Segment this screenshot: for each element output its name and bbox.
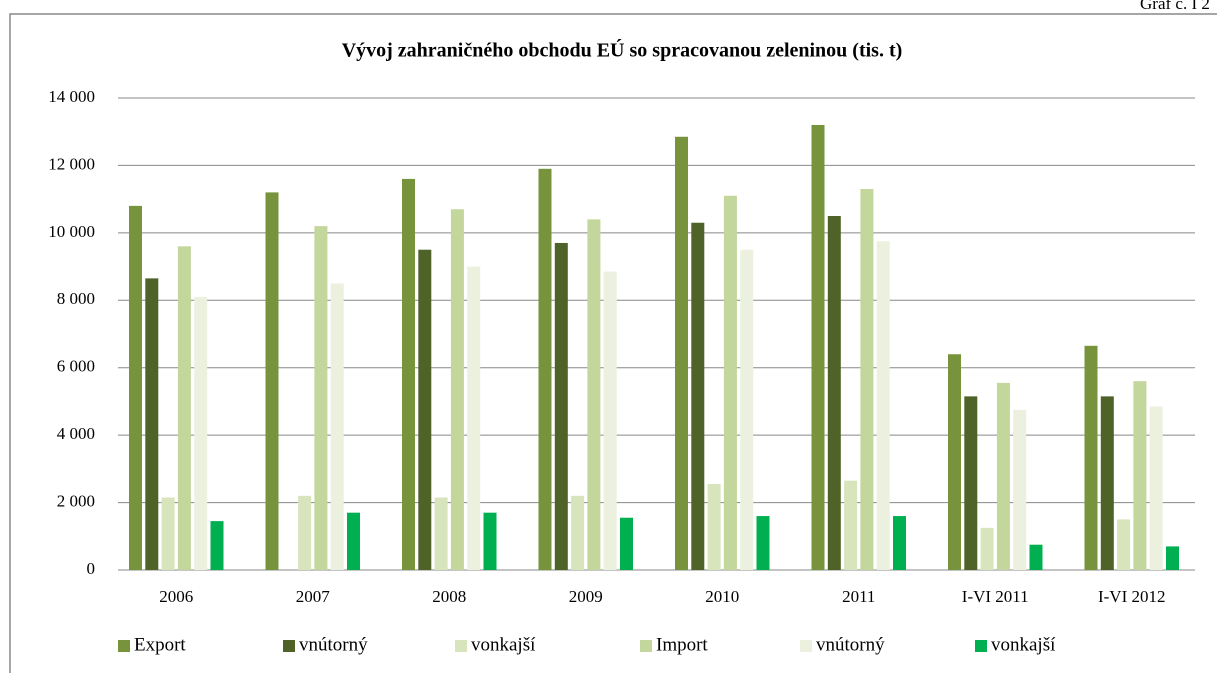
bar [330,283,344,570]
bar [450,209,464,570]
chart-title: Vývoj zahraničného obchodu EÚ so spracov… [342,38,903,62]
legend-label: Import [656,634,708,655]
bar [893,516,906,570]
legend-swatch [640,640,652,652]
legend-swatch [455,640,467,652]
bar [347,512,360,570]
bar [1166,546,1179,570]
y-tick-label: 14 000 [48,87,95,106]
bar [483,512,497,570]
bar [964,396,978,570]
bar [554,242,568,570]
bar [298,495,312,570]
legend-label: vnútorný [816,634,885,655]
bar [402,178,415,570]
legend-swatch [283,640,295,652]
x-tick-label: 2007 [296,587,331,606]
bar [603,271,617,570]
bar [860,189,874,570]
bar [1133,381,1147,570]
y-tick-label: 8 000 [57,289,95,308]
legend-label: vonkajší [471,634,536,655]
bar [418,249,432,570]
bar [620,517,633,570]
bar [314,226,328,570]
y-tick-label: 6 000 [57,357,95,376]
y-tick-label: 4 000 [57,424,95,443]
y-tick-label: 2 000 [57,491,95,510]
y-tick-label: 10 000 [48,222,95,241]
bar [571,495,585,570]
bar [145,278,159,570]
legend-swatch [975,640,987,652]
legend-label: Export [134,634,186,655]
bar [723,195,737,570]
x-tick-label: 2009 [569,587,603,606]
corner-label: Graf č. I 2 [1140,0,1210,13]
bar [194,296,208,570]
bar [538,168,552,571]
x-tick-label: 2010 [705,587,739,606]
x-tick-label: 2006 [159,587,193,606]
bar [980,527,994,570]
bar [1100,396,1114,570]
bar [177,246,191,571]
bar [434,497,448,570]
bar [844,480,858,570]
bar [1117,519,1131,570]
bar [129,205,142,570]
y-tick-label: 12 000 [48,154,95,173]
x-tick-label: I-VI 2011 [962,587,1029,606]
bar [265,192,279,570]
bar [691,222,705,570]
x-tick-label: 2011 [842,587,875,606]
x-tick-label: 2008 [432,587,466,606]
bar [1084,345,1098,570]
legend-swatch [118,640,130,652]
bar [1013,409,1027,570]
bar [876,241,890,571]
x-tick-label: I-VI 2012 [1098,587,1166,606]
bar [756,516,770,570]
bar [811,124,825,570]
bar [210,521,224,570]
bar [707,484,721,570]
bar [1149,406,1163,570]
bar [587,219,601,570]
legend-swatch [800,640,812,652]
bar [161,497,175,570]
bar [740,249,754,570]
legend-label: vonkajší [991,634,1056,655]
y-tick-label: 0 [87,559,96,578]
bar [1029,544,1043,570]
bar [996,382,1010,570]
legend-label: vnútorný [299,634,368,655]
bar [948,354,961,570]
bar [675,136,688,570]
bar [467,266,481,570]
bar [827,216,841,570]
